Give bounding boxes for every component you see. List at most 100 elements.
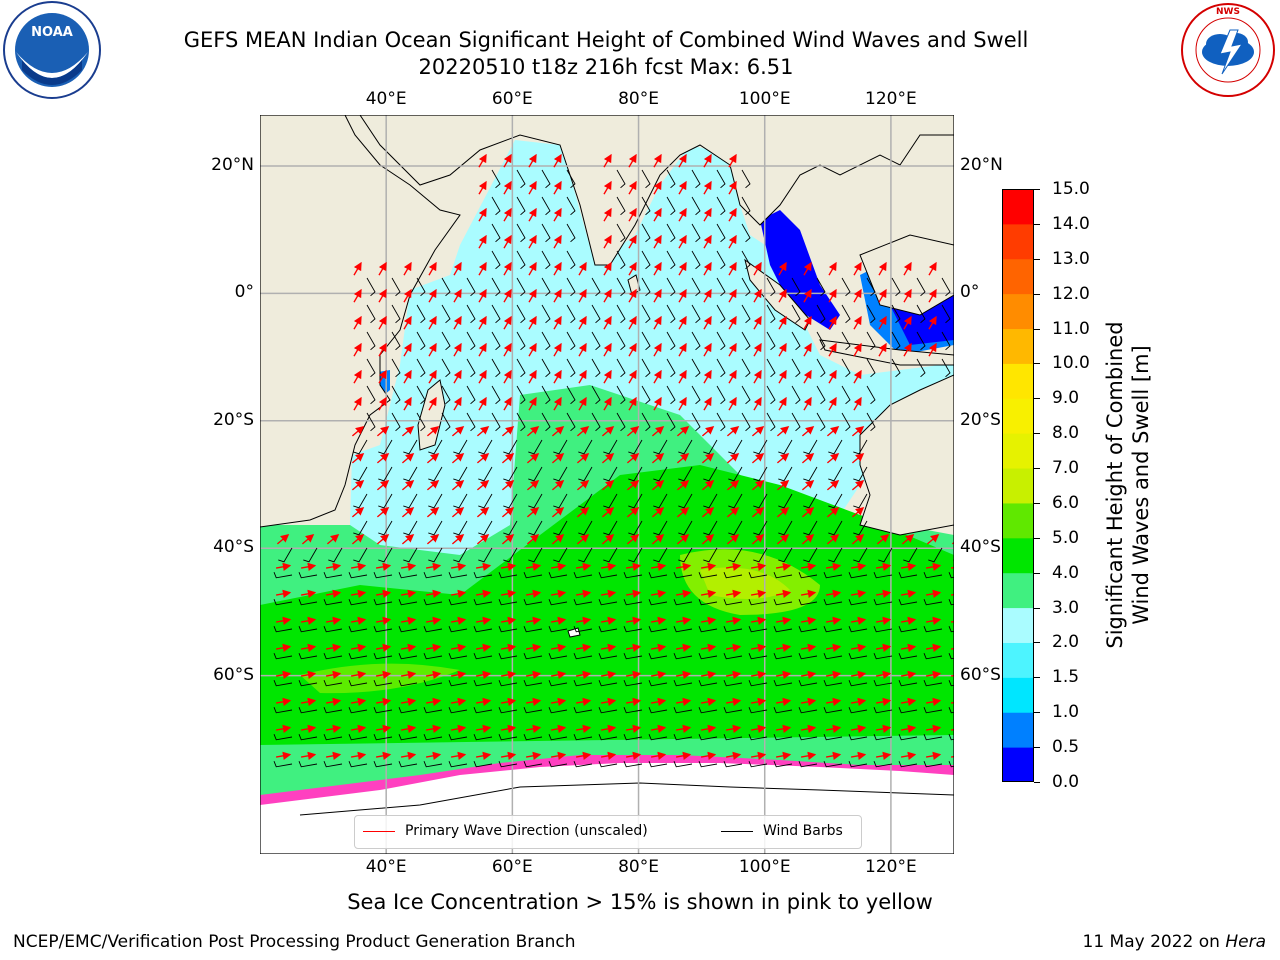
wave-arrow — [375, 724, 392, 733]
wave-arrow — [928, 342, 937, 357]
wave-arrow — [501, 506, 515, 518]
wave-arrow — [850, 616, 867, 625]
colorbar-tick-mark — [1034, 189, 1040, 190]
wind-barb — [941, 358, 951, 378]
wave-arrow — [626, 479, 640, 491]
wave-arrow — [526, 425, 540, 437]
wind-barb — [391, 277, 401, 297]
wave-arrow — [503, 180, 512, 195]
wave-arrow — [475, 724, 492, 733]
lat-tick-left--40: 40°S — [213, 537, 254, 558]
wind-barb — [798, 734, 818, 741]
wind-barb — [803, 493, 818, 509]
wind-barb — [816, 358, 826, 378]
wave-arrow — [450, 670, 467, 679]
wave-arrow — [503, 396, 512, 411]
wave-arrow — [403, 315, 412, 330]
lat-tick-right--20: 20°S — [960, 409, 1001, 430]
wave-arrow — [628, 180, 637, 195]
wind-barb — [323, 626, 343, 633]
wind-barb — [748, 572, 768, 579]
wind-barb — [423, 572, 443, 579]
lon-tick-top-60: 60°E — [491, 89, 533, 109]
wind-barb — [673, 680, 693, 687]
wind-barb — [823, 626, 843, 633]
wind-barb — [641, 250, 651, 270]
wave-arrow — [676, 533, 690, 545]
wind-barb — [698, 572, 718, 579]
wind-barb — [598, 680, 618, 687]
wave-arrow — [426, 425, 440, 437]
wave-arrow — [478, 153, 487, 168]
wave-arrow — [350, 724, 367, 733]
wave-arrow — [625, 643, 642, 652]
wind-barb — [678, 493, 693, 509]
lon-tick-bottom-80: 80°E — [618, 857, 659, 877]
wave-arrow — [775, 589, 792, 598]
wind-barb — [648, 734, 668, 741]
wind-barb — [478, 547, 493, 563]
wind-barb — [678, 547, 693, 563]
wind-barb — [798, 761, 818, 768]
wave-arrow — [375, 643, 392, 652]
wind-barb — [766, 385, 776, 405]
wave-arrow — [800, 562, 817, 571]
colorbar-tick-6.0: 6.0 — [1052, 492, 1080, 513]
wind-barb — [573, 572, 593, 579]
wave-arrow — [778, 396, 787, 411]
wave-arrow — [826, 452, 840, 464]
wave-arrow — [450, 562, 467, 571]
wave-arrow — [676, 452, 690, 464]
wave-arrow — [775, 562, 792, 571]
wave-arrow — [603, 396, 612, 411]
wind-barb — [628, 520, 643, 536]
wind-barb — [448, 734, 468, 741]
wind-barb — [641, 196, 651, 216]
wave-arrow — [826, 533, 840, 545]
wave-height-map — [260, 115, 954, 854]
wind-barb — [603, 466, 618, 482]
wind-barb — [848, 680, 868, 687]
wind-barb — [698, 680, 718, 687]
wind-barb — [598, 572, 618, 579]
wave-arrow — [576, 425, 590, 437]
colorbar-band-3.0 — [1002, 572, 1034, 609]
wave-arrow — [476, 425, 490, 437]
colorbar-tick-15.0: 15.0 — [1052, 179, 1090, 199]
colorbar-tick-7.0: 7.0 — [1052, 458, 1080, 479]
wave-arrow — [528, 396, 537, 411]
wave-arrow — [650, 751, 667, 760]
wave-arrow — [475, 562, 492, 571]
wind-barb — [273, 653, 293, 660]
wave-arrow — [903, 342, 912, 357]
wave-arrow — [875, 724, 892, 733]
wave-arrow — [726, 506, 740, 518]
wind-barb — [616, 304, 626, 324]
wave-direction-arrows — [275, 153, 954, 760]
wind-barb — [666, 358, 676, 378]
wind-barb — [773, 626, 793, 633]
wind-barb — [666, 277, 676, 297]
wave-arrow — [726, 533, 740, 545]
wave-arrow — [503, 369, 512, 384]
wave-arrow — [700, 697, 717, 706]
wave-arrow — [350, 589, 367, 598]
wave-arrow — [553, 315, 562, 330]
wind-barb — [703, 547, 718, 563]
wind-barb — [448, 626, 468, 633]
wind-barb — [516, 277, 526, 297]
wind-barb — [798, 653, 818, 660]
wave-arrow — [950, 593, 954, 596]
wave-arrow — [628, 369, 637, 384]
wind-barb — [416, 385, 426, 405]
wave-arrow — [525, 697, 542, 706]
wave-arrow — [553, 153, 562, 168]
wind-barb — [548, 680, 568, 687]
wind-barb — [698, 599, 718, 606]
wind-barb — [273, 734, 293, 741]
wave-arrow — [425, 589, 442, 598]
wave-arrow — [500, 670, 517, 679]
wind-barb — [428, 520, 443, 536]
wind-barb — [503, 439, 518, 455]
wind-barb — [573, 626, 593, 633]
